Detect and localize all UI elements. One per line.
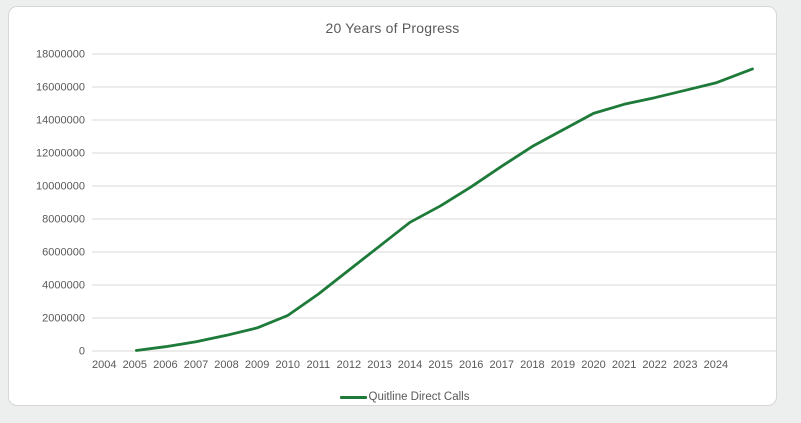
svg-text:2017: 2017 [490,359,514,371]
svg-text:2021: 2021 [612,359,636,371]
svg-text:8000000: 8000000 [42,214,85,226]
svg-text:2013: 2013 [367,359,391,371]
svg-text:2007: 2007 [184,359,208,371]
svg-text:2018: 2018 [520,359,544,371]
svg-text:2005: 2005 [123,359,147,371]
svg-text:2009: 2009 [245,359,269,371]
svg-text:2019: 2019 [551,359,575,371]
svg-text:2022: 2022 [642,359,666,371]
svg-text:2024: 2024 [704,359,728,371]
legend-label: Quitline Direct Calls [368,391,470,403]
chart-title: 20 Years of Progress [325,20,460,36]
svg-text:2016: 2016 [459,359,483,371]
svg-text:6000000: 6000000 [42,247,85,259]
chart-card[interactable]: 20 Years of Progress Quitline Direct Cal… [8,6,777,406]
svg-text:16000000: 16000000 [36,82,85,94]
legend-line-swatch [339,395,367,399]
svg-text:2008: 2008 [214,359,238,371]
svg-text:2011: 2011 [306,359,330,371]
line-series [134,67,754,352]
svg-text:2023: 2023 [673,359,697,371]
svg-text:2014: 2014 [398,359,422,371]
x-axis-tick-labels: 2004 2005 2006 2007 2008 2009 2010 2011 2012 2013… [92,359,728,371]
svg-text:2012: 2012 [337,359,361,371]
svg-text:2020: 2020 [581,359,605,371]
svg-text:12000000: 12000000 [36,148,85,160]
svg-text:2006: 2006 [153,359,177,371]
gridlines [92,53,777,352]
svg-text:14000000: 14000000 [36,115,85,127]
y-axis-tick-labels: 0 2000000 4000000 6000000 8000000 10000000 120… [36,49,85,358]
legend[interactable]: Quitline Direct Calls [33,391,776,403]
svg-text:2015: 2015 [428,359,452,371]
svg-text:2010: 2010 [275,359,299,371]
svg-text:10000000: 10000000 [36,181,85,193]
svg-text:18000000: 18000000 [36,49,85,61]
svg-text:2000000: 2000000 [42,313,85,325]
svg-text:2004: 2004 [92,359,116,371]
svg-text:4000000: 4000000 [42,280,85,292]
svg-text:0: 0 [79,346,85,358]
